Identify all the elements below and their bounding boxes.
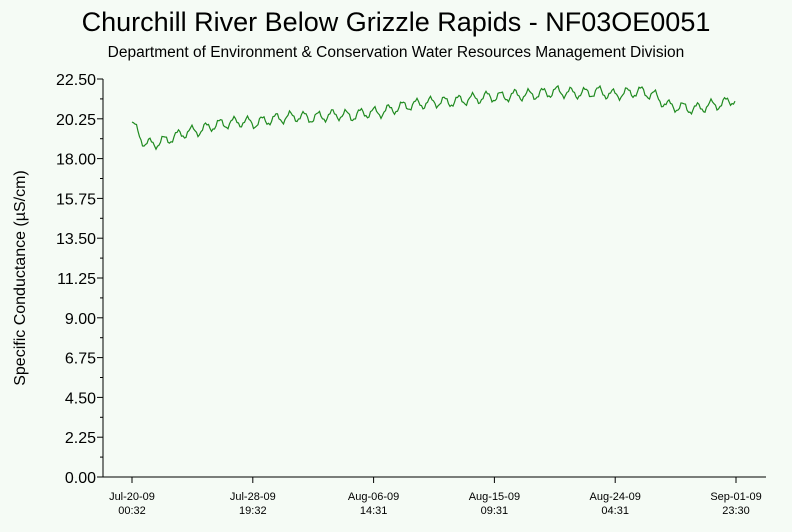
x-tick-label-date: Jul-20-09 xyxy=(109,491,155,503)
y-tick-label: 20.25 xyxy=(56,112,96,129)
x-tick-label-time: 14:31 xyxy=(360,505,388,517)
chart-subtitle: Department of Environment & Conservation… xyxy=(107,44,685,61)
y-axis-label: Specific Conductance (µS/cm) xyxy=(12,170,29,386)
x-tick-label-time: 19:32 xyxy=(239,505,267,517)
y-tick-label: 2.25 xyxy=(65,430,96,447)
y-tick-label: 15.75 xyxy=(56,191,96,208)
x-tick-label-date: Aug-06-09 xyxy=(348,491,399,503)
y-tick-label: 18.00 xyxy=(56,152,96,169)
y-tick-label: 11.25 xyxy=(57,271,96,288)
x-tick-label-date: Sep-01-09 xyxy=(710,491,761,503)
x-tick-label-time: 23:30 xyxy=(722,505,750,517)
y-tick-label: 9.00 xyxy=(65,311,96,328)
x-tick-label-date: Aug-24-09 xyxy=(590,491,641,503)
x-tick-label-date: Aug-15-09 xyxy=(469,491,520,503)
y-tick-label: 6.75 xyxy=(65,351,96,368)
x-tick-label-date: Jul-28-09 xyxy=(230,491,276,503)
x-tick-label-time: 04:31 xyxy=(601,505,629,517)
series-line xyxy=(131,84,736,151)
x-tick-label-time: 00:32 xyxy=(118,505,146,517)
y-tick-label: 13.50 xyxy=(56,231,96,248)
y-tick-label: 22.50 xyxy=(56,72,96,89)
x-axis-ticks: Jul-20-09 00:32 Jul-28-09 19:32 Aug-06-09 14:… xyxy=(109,477,762,517)
y-tick-label: 0.00 xyxy=(65,470,96,487)
chart-title: Churchill River Below Grizzle Rapids - N… xyxy=(81,7,711,37)
x-tick-label-time: 09:31 xyxy=(481,505,509,517)
y-axis-ticks: 0.00 2.25 4.50 6.75 9.00 11.25 13.50 15.75 18.00… xyxy=(56,72,103,487)
y-tick-label: 4.50 xyxy=(65,390,96,407)
